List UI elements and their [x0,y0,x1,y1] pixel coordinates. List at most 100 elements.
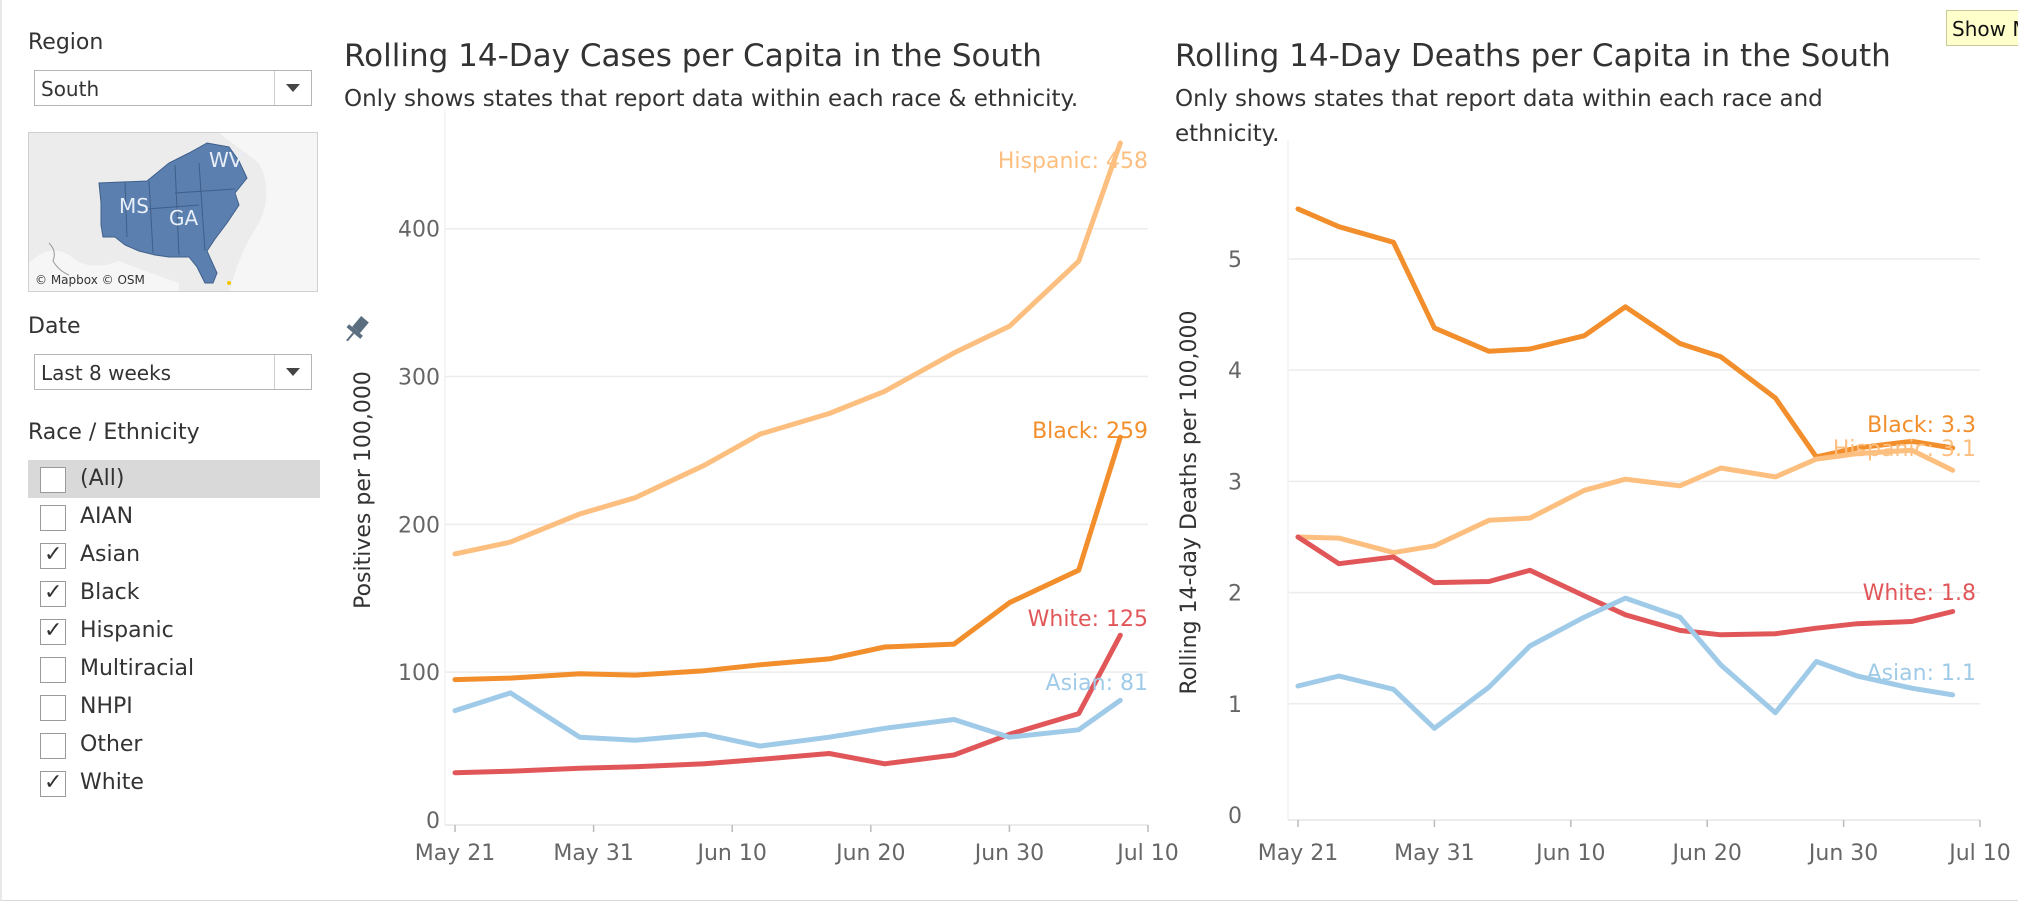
race-option-label: Hispanic [80,618,174,643]
y-axis-label: Rolling 14-day Deaths per 100,000 [1177,311,1202,695]
x-tick-label: May 31 [1394,841,1474,866]
race-option[interactable]: ✓ Black [28,574,320,612]
y-tick-label: 1 [1228,693,1242,718]
race-option-label: (All) [80,466,125,491]
x-tick-label: Jun 10 [696,841,767,866]
race-option-label: Multiracial [80,656,195,681]
deaths-chart-subtitle: Only shows states that report data withi… [1175,86,1823,147]
checkmark-icon: ✓ [44,770,63,795]
map-label-ms: MS [119,194,149,218]
race-checkbox[interactable]: ✓ [40,770,66,797]
end-label-asian: Asian: 81 [1046,671,1148,696]
race-option[interactable]: ✓ Asian [28,536,320,574]
date-dropdown-value: Last 8 weeks [41,361,172,385]
race-option-label: White [80,770,144,795]
race-option-label: NHPI [80,694,133,719]
x-tick-label: May 31 [553,841,633,866]
end-label-white: White: 1.8 [1863,581,1976,606]
race-checkbox[interactable] [40,505,66,531]
y-axis-label: Positives per 100,000 [351,371,376,609]
end-label-white: White: 125 [1028,607,1148,632]
race-checkbox[interactable] [40,467,66,493]
region-map[interactable]: WV MS GA © Mapbox © OSM [28,132,318,292]
race-option[interactable]: Multiracial [28,650,320,688]
show-me-tooltip[interactable]: Show Me [1946,10,2018,46]
series-line-black[interactable] [1295,206,1956,460]
x-tick-label: Jul 10 [1115,841,1179,866]
x-tick-label: Jun 30 [1807,841,1878,866]
x-tick-label: Jun 20 [1671,841,1742,866]
series-line-asian[interactable] [1295,595,1956,731]
race-option[interactable]: NHPI [28,688,320,726]
race-checkbox[interactable] [40,657,66,683]
race-checkbox[interactable]: ✓ [40,542,66,569]
region-dropdown-value: South [41,77,100,101]
end-label-black: Black: 259 [1032,419,1148,444]
cases-chart[interactable]: 0 100 200 300 400 May 21 May 31 Jun 10 Jun 20 Jun… [351,110,1179,866]
race-option[interactable]: ✓ Hispanic [28,612,320,650]
checkmark-icon: ✓ [44,580,63,605]
race-checkbox[interactable]: ✓ [40,618,66,645]
y-tick-label: 0 [1228,804,1242,829]
checkmark-icon: ✓ [44,542,63,567]
series-line-hispanic[interactable] [452,140,1123,557]
race-option[interactable]: Other [28,726,320,764]
series-line-hispanic[interactable] [1295,447,1956,556]
x-tick-label: Jun 20 [834,841,905,866]
y-tick-label: 4 [1228,359,1242,384]
x-tick-label: May 21 [1258,841,1338,866]
y-tick-label: 3 [1228,470,1242,495]
series-line-black[interactable] [452,434,1123,683]
end-label-black: Black: 3.3 [1867,413,1976,438]
race-option[interactable]: AIAN [28,498,320,536]
end-label-hispanic: Hispanic: 3.1 [1833,437,1976,462]
region-dropdown-toggle[interactable] [274,71,311,105]
race-filter-label: Race / Ethnicity [28,420,200,445]
series-line-asian[interactable] [452,690,1123,749]
deaths-chart-title: Rolling 14-Day Deaths per Capita in the … [1175,38,1891,74]
chevron-down-icon [286,84,300,92]
y-tick-label: 300 [398,366,440,391]
end-label-asian: Asian: 1.1 [1867,661,1976,686]
cases-chart-subtitle: Only shows states that report data withi… [344,86,1079,112]
series-line-white[interactable] [452,632,1123,776]
show-me-tooltip-text: Show Me [1952,17,2018,41]
date-dropdown-toggle[interactable] [274,355,311,389]
y-tick-label: 0 [426,809,440,834]
map-canvas[interactable]: WV MS GA [29,133,318,292]
series-line-white[interactable] [1295,534,1956,638]
end-label-hispanic: Hispanic: 458 [998,149,1148,174]
pin-icon[interactable] [340,313,372,346]
map-label-wv: WV [209,148,243,172]
x-tick-label: Jul 10 [1947,841,2011,866]
race-option-label: AIAN [80,504,134,529]
cases-chart-title: Rolling 14-Day Cases per Capita in the S… [344,38,1042,74]
x-tick-label: May 21 [415,841,495,866]
y-tick-label: 5 [1228,248,1242,273]
race-option[interactable]: (All) [28,460,320,498]
map-credit: © Mapbox © OSM [35,273,145,287]
race-checkbox[interactable]: ✓ [40,580,66,607]
y-tick-label: 400 [398,218,440,243]
y-tick-label: 200 [398,513,440,538]
race-option-label: Asian [80,542,141,567]
race-option-label: Other [80,732,143,757]
x-tick-label: Jun 30 [973,841,1044,866]
race-checkbox[interactable] [40,695,66,721]
y-tick-label: 100 [398,661,440,686]
date-filter-label: Date [28,314,81,339]
race-option-label: Black [80,580,140,605]
region-filter-label: Region [28,30,104,55]
race-option[interactable]: ✓ White [28,764,320,802]
y-tick-label: 2 [1228,582,1242,607]
chevron-down-icon [286,368,300,376]
x-tick-label: Jun 10 [1534,841,1605,866]
region-dropdown[interactable]: South [34,70,312,106]
map-label-ga: GA [169,206,198,230]
date-dropdown[interactable]: Last 8 weeks [34,354,312,390]
race-checkbox[interactable] [40,733,66,759]
deaths-chart[interactable]: 0 1 2 3 4 5 May 21 May 31 Jun 10 Jun 20 Jun 30 Jul … [1177,140,2011,866]
checkmark-icon: ✓ [44,618,63,643]
